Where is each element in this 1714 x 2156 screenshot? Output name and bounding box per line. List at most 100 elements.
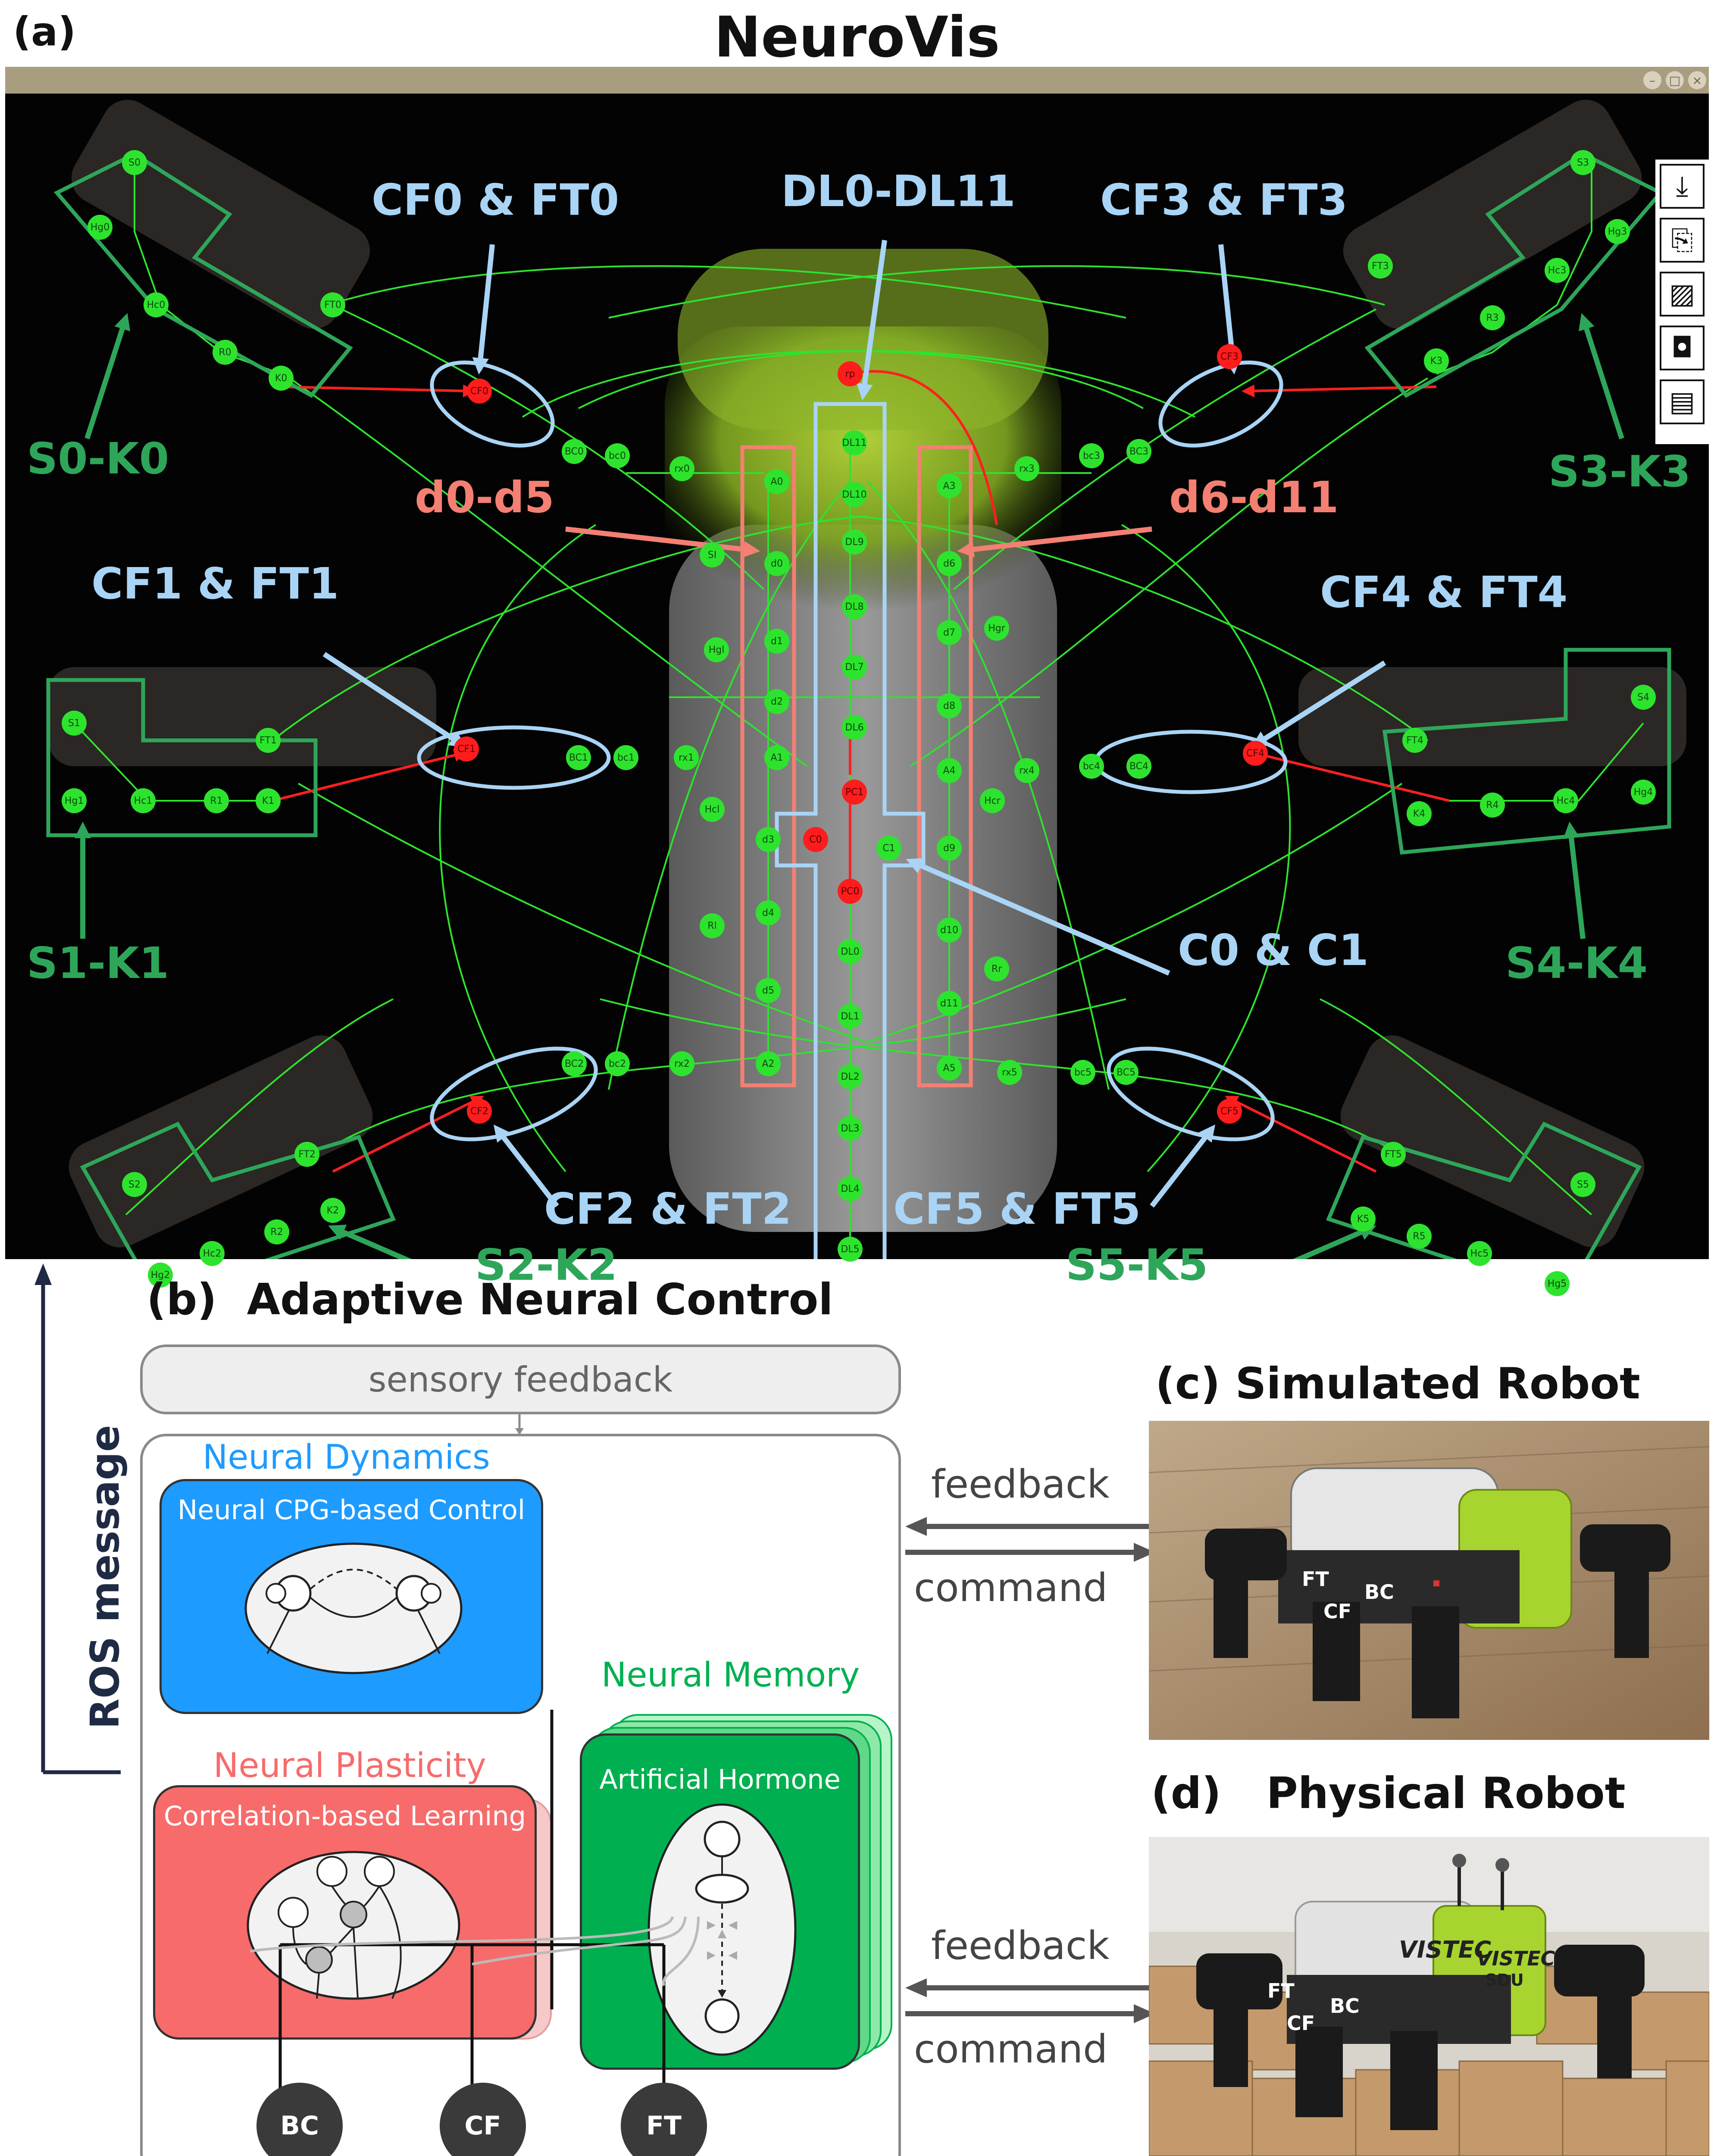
node-cf5[interactable]: CF5 [1217,1099,1242,1124]
node-hgr[interactable]: Hgr [984,616,1009,641]
node-cf0[interactable]: CF0 [467,379,492,404]
node-r0[interactable]: R0 [213,340,238,365]
node-dl0[interactable]: DL0 [838,939,863,964]
node-hg0[interactable]: Hg0 [88,215,113,240]
maximize-button[interactable]: □ [1666,71,1684,89]
node-si[interactable]: SI [700,542,725,567]
node-ft4[interactable]: FT4 [1402,728,1427,753]
node-bc3-lower[interactable]: bc3 [1079,443,1104,468]
node-hg4[interactable]: Hg4 [1631,780,1656,805]
node-k2[interactable]: K2 [320,1198,345,1223]
node-a4[interactable]: A4 [937,758,962,783]
node-hg1[interactable]: Hg1 [62,788,87,813]
close-button[interactable]: × [1688,71,1706,89]
node-d0[interactable]: d0 [764,551,789,576]
node-pc1[interactable]: PC1 [842,780,867,805]
node-bc1-lower[interactable]: bc1 [613,745,638,770]
node-ft2[interactable]: FT2 [294,1142,319,1167]
node-ft1[interactable]: FT1 [256,728,281,753]
node-bc1[interactable]: BC1 [566,745,591,770]
node-bc5[interactable]: BC5 [1113,1060,1138,1085]
node-pc0[interactable]: PC0 [838,879,863,904]
node-r4[interactable]: R4 [1480,793,1505,818]
node-ft5[interactable]: FT5 [1381,1142,1406,1167]
node-cf3[interactable]: CF3 [1217,344,1242,369]
node-rx5[interactable]: rx5 [997,1060,1022,1085]
node-d8[interactable]: d8 [937,693,962,718]
node-hc4[interactable]: Hc4 [1553,788,1578,813]
node-d1[interactable]: d1 [764,629,789,654]
node-rr[interactable]: Rr [984,956,1009,981]
node-a0[interactable]: A0 [764,469,789,494]
node-k0[interactable]: K0 [269,366,294,391]
node-bc5-lower[interactable]: bc5 [1070,1060,1095,1085]
download-icon[interactable]: ⤓ [1660,164,1705,209]
node-dl6[interactable]: DL6 [842,715,867,740]
node-dl8[interactable]: DL8 [842,594,867,619]
node-dl5[interactable]: DL5 [838,1237,863,1262]
node-rx1[interactable]: rx1 [674,745,699,770]
node-a3[interactable]: A3 [937,473,962,498]
node-hg5[interactable]: Hg5 [1545,1271,1570,1296]
window-titlebar[interactable]: – □ × [5,67,1709,94]
node-hg2[interactable]: Hg2 [148,1263,173,1288]
node-r1[interactable]: R1 [204,788,229,813]
node-dl3[interactable]: DL3 [838,1116,863,1141]
node-bc2[interactable]: BC2 [562,1051,587,1076]
node-s3[interactable]: S3 [1570,150,1595,175]
node-a5[interactable]: A5 [937,1056,962,1081]
node-d10[interactable]: d10 [937,918,962,943]
node-r5[interactable]: R5 [1407,1224,1432,1249]
node-rx0[interactable]: rx0 [669,456,694,481]
node-d11[interactable]: d11 [937,991,962,1016]
cpg-control-card[interactable]: Neural CPG-based Control [160,1479,543,1714]
node-dl1[interactable]: DL1 [838,1004,863,1029]
node-cf4[interactable]: CF4 [1243,741,1268,766]
node-s1[interactable]: S1 [62,711,87,736]
node-r3[interactable]: R3 [1480,305,1505,330]
node-c1[interactable]: C1 [876,836,901,861]
node-rp[interactable]: rp [838,361,863,386]
node-d9[interactable]: d9 [937,836,962,861]
node-bc2-lower[interactable]: bc2 [605,1051,630,1076]
node-rx3[interactable]: rx3 [1014,456,1039,481]
node-hcl[interactable]: Hcl [700,797,725,822]
node-dl2[interactable]: DL2 [838,1064,863,1089]
image-icon[interactable]: ▨ [1660,272,1705,317]
node-a1[interactable]: A1 [764,745,789,770]
node-d7[interactable]: d7 [937,620,962,645]
node-d6[interactable]: d6 [937,551,962,576]
motor-bc[interactable]: BC [256,2083,343,2156]
node-dl10[interactable]: DL10 [842,482,867,507]
node-c0[interactable]: C0 [803,827,828,852]
node-rx2[interactable]: rx2 [669,1051,694,1076]
node-r2[interactable]: R2 [264,1219,289,1244]
node-k1[interactable]: K1 [256,788,281,813]
node-s5[interactable]: S5 [1570,1172,1595,1197]
load-icon[interactable]: ⎘ [1660,218,1705,263]
node-bc4-lower[interactable]: bc4 [1079,754,1104,779]
node-dl4[interactable]: DL4 [838,1176,863,1201]
node-ft3[interactable]: FT3 [1368,254,1393,279]
node-cf1[interactable]: CF1 [454,736,479,761]
motor-ft[interactable]: FT [621,2083,707,2156]
node-hc2[interactable]: Hc2 [200,1241,225,1266]
node-bc0[interactable]: BC0 [562,439,587,464]
node-k4[interactable]: K4 [1407,801,1432,826]
node-rl[interactable]: Rl [700,913,725,938]
node-bc0-lower[interactable]: bc0 [605,443,630,468]
node-hcr[interactable]: Hcr [980,788,1005,813]
node-k3[interactable]: K3 [1424,348,1449,373]
node-d2[interactable]: d2 [764,689,789,714]
node-ft0[interactable]: FT0 [320,292,345,317]
node-dl11[interactable]: DL11 [842,430,867,455]
node-cf2[interactable]: CF2 [467,1099,492,1124]
node-d3[interactable]: d3 [756,827,781,852]
minimize-button[interactable]: – [1643,71,1661,89]
node-k5[interactable]: K5 [1351,1206,1376,1232]
video-icon[interactable]: ◘ [1660,326,1705,370]
motor-cf[interactable]: CF [440,2083,526,2156]
node-hgl[interactable]: Hgl [704,637,729,662]
node-hg3[interactable]: Hg3 [1605,219,1630,244]
node-s0[interactable]: S0 [122,150,147,175]
